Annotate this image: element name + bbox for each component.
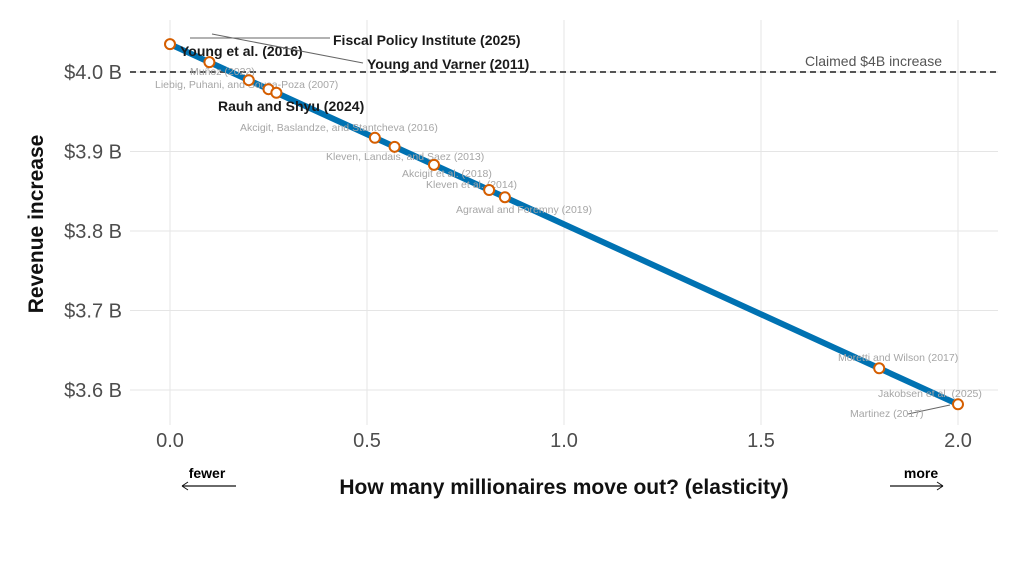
y-tick-label: $3.9 B	[64, 142, 122, 164]
study-point	[164, 38, 176, 51]
x-tick-label: 0.0	[156, 430, 184, 452]
x-tick-label: 1.5	[747, 430, 775, 452]
label-leader	[211, 33, 364, 64]
revenue-line	[168, 41, 960, 408]
study-point	[483, 184, 496, 197]
x-tick-label: 1.0	[550, 430, 578, 452]
study-label: Moretti and Wilson (2017)	[838, 352, 958, 364]
study-point	[270, 86, 283, 99]
study-label: Akcigit, Baslandze, and Stantcheva (2016…	[240, 122, 438, 134]
y-tick-label: $3.8 B	[64, 221, 122, 243]
more-label: more	[904, 465, 938, 481]
study-point	[427, 158, 440, 171]
x-tick-label: 0.5	[353, 430, 381, 452]
y-tick-label: $4.0 B	[64, 62, 122, 84]
study-point	[873, 362, 886, 375]
x-axis-title: How many millionaires move out? (elastic…	[339, 476, 788, 499]
study-point	[368, 131, 381, 144]
y-tick-label: $3.7 B	[64, 301, 122, 323]
fewer-arrow-head	[181, 481, 189, 491]
study-label: Fiscal Policy Institute (2025)	[333, 32, 521, 48]
study-label: Martinez (2017)	[850, 408, 924, 420]
study-label: Kleven, Landais, and Saez (2013)	[326, 151, 484, 163]
label-leader	[907, 404, 951, 415]
study-point	[388, 140, 401, 153]
reference-line-label: Claimed $4B increase	[805, 53, 942, 69]
y-tick-label: $3.6 B	[64, 380, 122, 402]
study-label: Jakobsen et al. (2025)	[878, 388, 982, 400]
study-label: Kleven et al. (2014)	[426, 179, 517, 191]
more-arrow-head	[936, 481, 944, 491]
study-point	[952, 398, 964, 411]
study-label: Muñoz (2022)	[190, 66, 255, 78]
study-label: Agrawal and Foremny (2019)	[456, 204, 592, 216]
fewer-label: fewer	[189, 465, 226, 481]
study-point	[203, 56, 216, 69]
y-axis-title: Revenue increase	[25, 135, 48, 314]
study-label: Rauh and Shyu (2024)	[218, 98, 364, 114]
study-label: Akcigit et al. (2018)	[402, 168, 492, 180]
x-tick-label: 2.0	[944, 430, 972, 452]
study-point	[498, 191, 511, 204]
study-label: Young et al. (2016)	[180, 43, 303, 59]
study-label: Young and Varner (2011)	[367, 56, 529, 72]
study-point	[242, 74, 255, 87]
